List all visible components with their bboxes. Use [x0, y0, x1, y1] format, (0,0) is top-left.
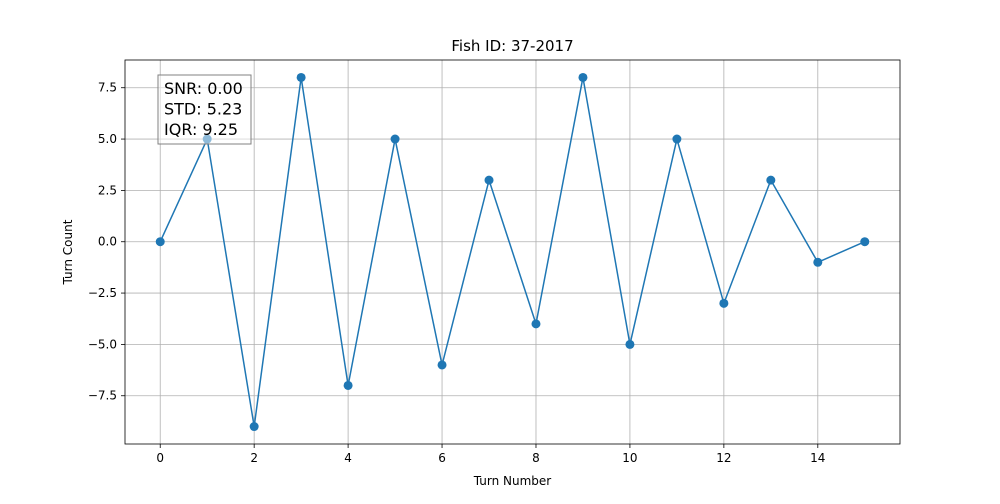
y-tick-label-0: −7.5 [88, 389, 117, 403]
data-point-7 [484, 175, 494, 185]
x-tick-label-5: 10 [622, 451, 637, 465]
data-point-14 [813, 257, 823, 267]
y-tick-label-3: 0.0 [98, 235, 117, 249]
y-tick-label-1: −5.0 [88, 337, 117, 351]
data-point-0 [155, 237, 165, 247]
data-point-9 [578, 72, 588, 82]
y-axis-label: Turn Count [61, 219, 75, 285]
data-point-6 [437, 360, 447, 370]
data-point-10 [625, 339, 635, 349]
x-tick-label-1: 2 [250, 451, 258, 465]
series-layer [155, 72, 870, 432]
stats-line-2: IQR: 9.25 [164, 120, 238, 139]
stats-box [157, 74, 252, 145]
chart-title: Fish ID: 37-2017 [451, 37, 573, 55]
data-point-3 [296, 72, 306, 82]
x-tick-label-0: 0 [156, 451, 164, 465]
data-point-5 [390, 134, 400, 144]
x-tick-label-4: 8 [532, 451, 540, 465]
data-point-2 [249, 422, 259, 432]
grid-lines [125, 60, 900, 444]
data-point-11 [672, 134, 682, 144]
data-point-15 [860, 237, 870, 247]
x-tick-label-6: 12 [716, 451, 731, 465]
x-tick-label-3: 6 [438, 451, 446, 465]
y-tick-label-6: 7.5 [98, 81, 117, 95]
data-point-8 [531, 319, 541, 329]
y-tick-label-5: 5.0 [98, 132, 117, 146]
x-axis-label: Turn Number [473, 474, 552, 488]
data-point-12 [719, 298, 729, 308]
series-line-0 [159, 76, 866, 428]
x-tick-label-2: 4 [344, 451, 352, 465]
stats-line-1: STD: 5.23 [164, 100, 242, 119]
y-tick-label-2: −2.5 [88, 286, 117, 300]
stats-line-0: SNR: 0.00 [164, 79, 243, 98]
x-tick-label-7: 14 [810, 451, 825, 465]
plot-area-frame [124, 59, 901, 445]
data-point-13 [766, 175, 776, 185]
y-tick-label-4: 2.5 [98, 183, 117, 197]
data-point-4 [343, 380, 353, 390]
axis-ticks: 0 2 4 6 8 10 12 14 −7.5 −5.0 −2.5 0.0 2.5 5.0 7.5 [88, 81, 826, 465]
